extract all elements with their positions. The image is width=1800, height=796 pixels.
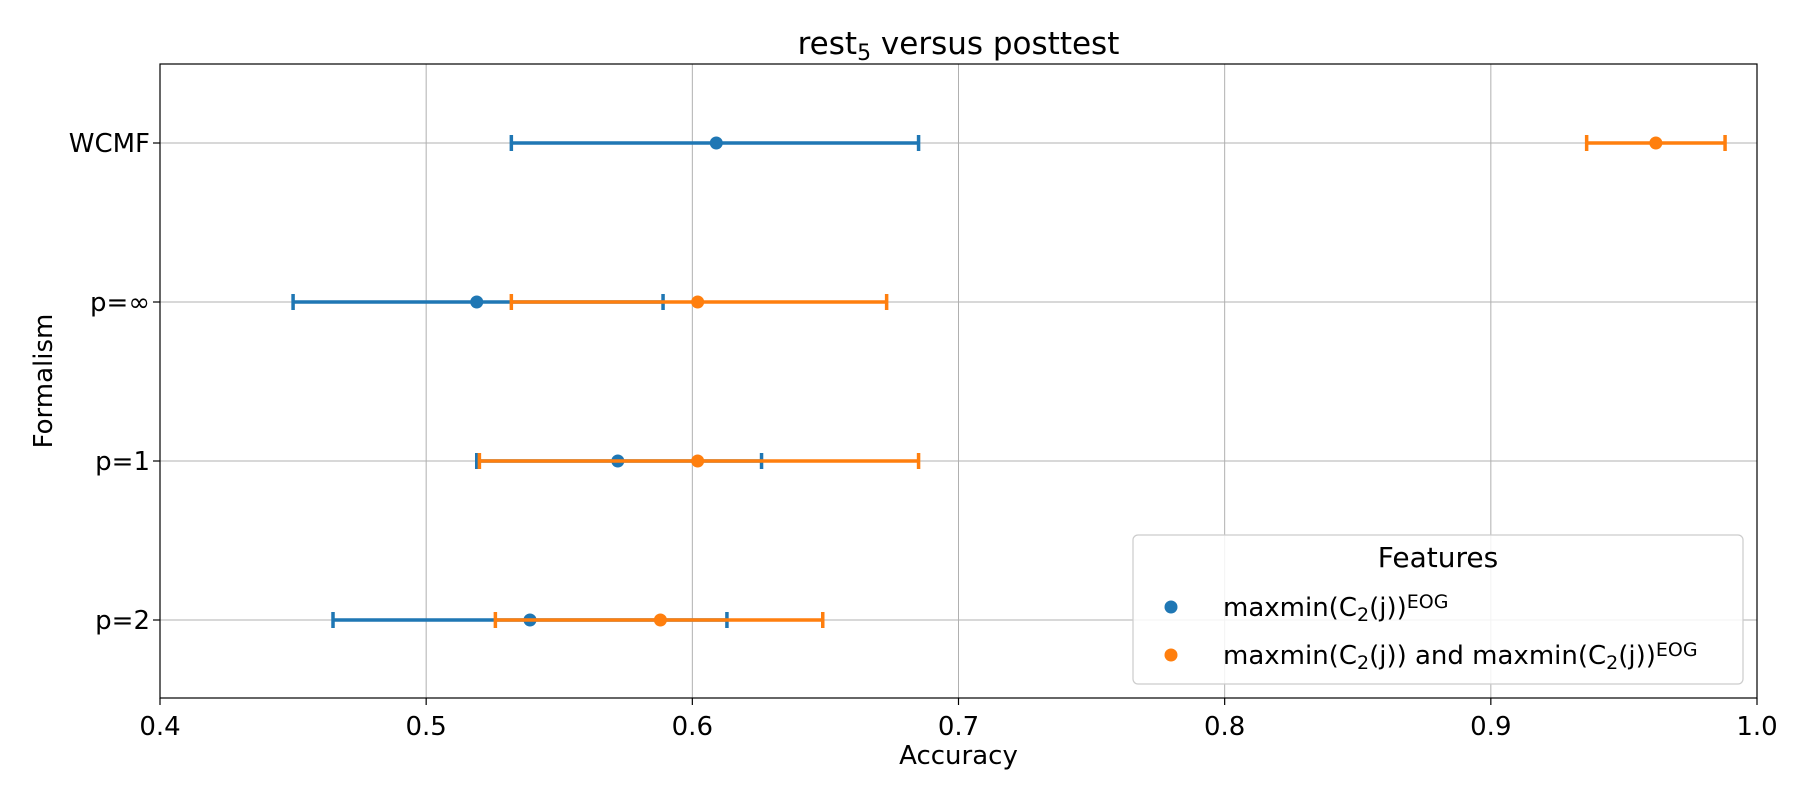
y-tick-label: WCMF	[69, 129, 150, 159]
data-point	[691, 295, 705, 309]
text-part: rest	[798, 26, 857, 62]
data-point	[691, 454, 705, 468]
legend-title: Features	[1378, 541, 1498, 574]
data-point	[653, 613, 667, 627]
series-2	[477, 135, 1727, 628]
x-tick-label: 0.6	[672, 712, 713, 742]
text-part: EOG	[1656, 639, 1698, 661]
chart-title: rest5 versus posttest	[798, 26, 1120, 66]
series-1	[291, 135, 921, 628]
legend-box	[1132, 534, 1744, 685]
text-part: maxmin(C	[1223, 641, 1357, 671]
legend-label: maxmin(C2(j))EOG	[1223, 591, 1448, 625]
text-part: EOG	[1407, 591, 1449, 613]
data-point	[470, 295, 484, 309]
text-part: (j)) and maxmin(C	[1369, 641, 1606, 671]
x-tick-label: 0.9	[1470, 712, 1511, 742]
y-tick-label: p=2	[95, 606, 150, 636]
x-tick-label: 1.0	[1736, 712, 1777, 742]
legend-marker	[1164, 648, 1178, 662]
data-point	[1649, 136, 1663, 150]
text-part: versus posttest	[871, 26, 1119, 62]
x-tick-label: 0.7	[938, 712, 979, 742]
y-axis: WCMF p=∞ p=1 p=2	[69, 129, 160, 636]
x-axis: 0.4 0.5 0.6 0.7 0.8 0.9 1.0	[139, 698, 1778, 742]
chart-marks	[291, 135, 1727, 628]
x-tick-label: 0.8	[1204, 712, 1245, 742]
text-part: 2	[1357, 652, 1369, 674]
text-part: 5	[857, 41, 871, 66]
x-tick-label: 0.5	[405, 712, 446, 742]
text-part: 2	[1357, 604, 1369, 626]
data-point	[709, 136, 723, 150]
legend-label: maxmin(C2(j)) and maxmin(C2(j))EOG	[1223, 639, 1698, 673]
text-part: (j))	[1618, 641, 1656, 671]
y-tick-label: p=∞	[90, 288, 150, 318]
y-tick-label: p=1	[95, 447, 150, 477]
legend-marker	[1164, 600, 1178, 614]
text-part: 2	[1606, 652, 1618, 674]
text-part: (j))	[1369, 593, 1407, 623]
text-part: maxmin(C	[1223, 593, 1357, 623]
x-axis-title: Accuracy	[899, 741, 1018, 771]
x-tick-label: 0.4	[139, 712, 180, 742]
y-axis-title: Formalism	[29, 314, 59, 449]
legend-item-2: maxmin(C2(j)) and maxmin(C2(j))EOG	[1164, 639, 1698, 674]
legend-item-1: maxmin(C2(j))EOG	[1164, 591, 1448, 626]
